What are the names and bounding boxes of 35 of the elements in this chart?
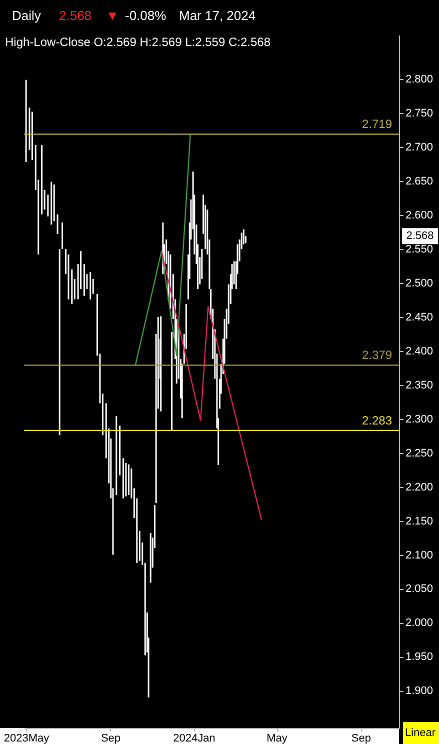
- y-tick-label: 2.250: [406, 447, 434, 460]
- y-tick-label: 2.800: [406, 74, 434, 86]
- text: -0.08%: [125, 8, 167, 23]
- x-tick-label: Sep: [100, 732, 121, 744]
- y-tick-label: 2.700: [406, 142, 434, 154]
- y-tick-label: 2.050: [406, 583, 434, 596]
- y-tick-label: 2.600: [406, 210, 434, 222]
- y-tick-label: 2.650: [406, 176, 434, 188]
- y-tick-label: 2.550: [406, 244, 434, 256]
- x-tick-label: 2023May: [4, 732, 50, 744]
- y-tick-label: 2.000: [406, 617, 434, 630]
- x-tick-label: 2024Jan: [173, 732, 216, 744]
- y-tick-label: 2.500: [406, 277, 434, 290]
- y-tick-label: 2.300: [406, 413, 434, 426]
- text: 2.568: [59, 8, 92, 23]
- y-tick-label: 2.450: [406, 311, 434, 324]
- ref-line-label: 2.379: [362, 348, 392, 362]
- y-tick-label: 2.150: [406, 515, 434, 528]
- y-tick-label: 1.900: [406, 685, 434, 698]
- y-tick-label: 2.400: [406, 345, 434, 358]
- x-tick-label: May: [266, 732, 288, 744]
- y-tick-label: 2.200: [406, 481, 434, 494]
- y-tick-label: 2.100: [406, 549, 434, 562]
- chart-title: Daily: [12, 8, 42, 23]
- x-tick-label: Sep: [351, 732, 371, 744]
- text: Mar 17, 2024: [179, 8, 256, 23]
- text: 2.568: [406, 230, 434, 242]
- y-tick-label: 2.750: [406, 108, 434, 120]
- chart-subtitle: High-Low-Close O:2.569 H:2.569 L:2.559 C:2.568: [5, 35, 271, 49]
- ref-line-label: 2.719: [362, 117, 392, 132]
- y-tick-label: 2.350: [406, 379, 434, 392]
- text: ▼: [106, 8, 119, 23]
- y-tick-label: 1.950: [406, 651, 434, 664]
- ref-line-label: 2.283: [362, 413, 392, 428]
- text: Linear: [405, 727, 436, 739]
